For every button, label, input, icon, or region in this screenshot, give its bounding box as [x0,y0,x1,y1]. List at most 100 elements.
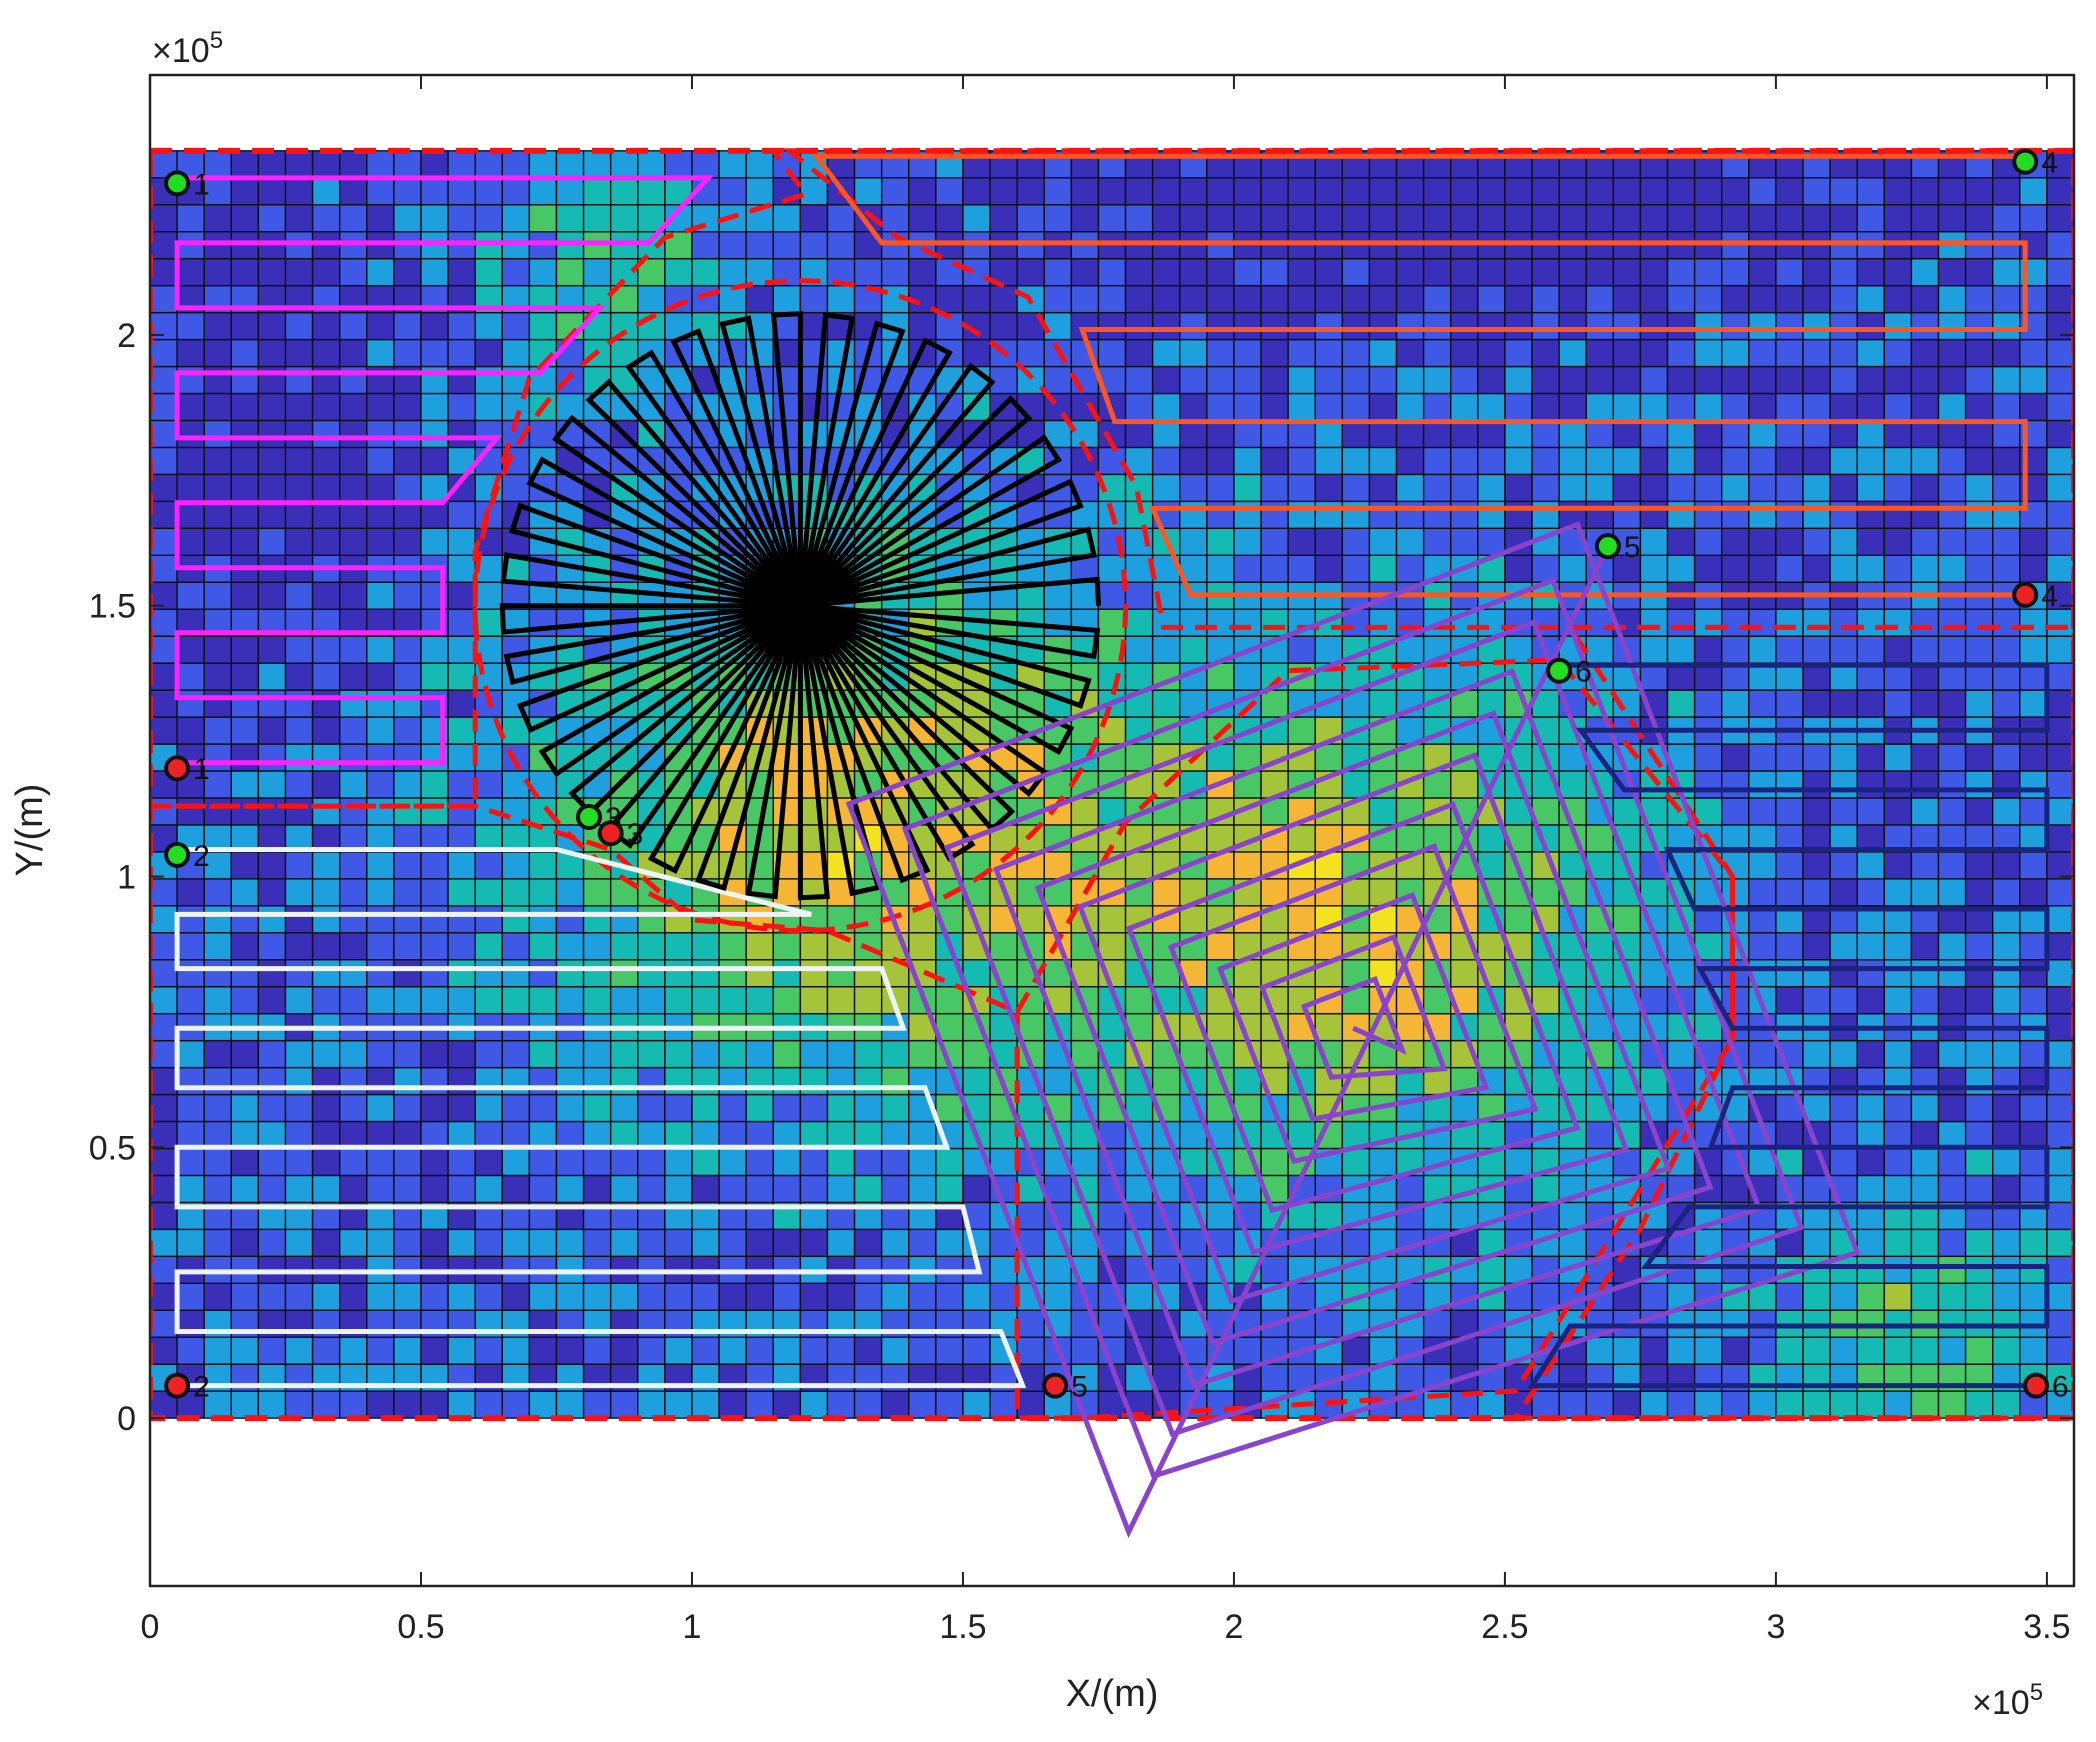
heatmap-cell [853,1336,883,1365]
heatmap-cell [1748,365,1777,395]
heatmap-cell [447,1336,476,1365]
heatmap-cell [718,1147,747,1177]
heatmap-cell [1151,446,1181,476]
heatmap-cell [150,338,178,368]
heatmap-cell [1992,608,2021,637]
heatmap-cell [772,959,802,988]
heatmap-cell [609,1147,639,1177]
heatmap-cell [1287,905,1316,934]
heatmap-cell [1314,743,1344,772]
heatmap-cell [203,797,232,826]
heatmap-cell [447,392,476,422]
x-tick-label: 1 [683,1608,702,1646]
heatmap-cell [1964,257,1994,287]
heatmap-cell [1748,311,1777,341]
heatmap-cell [1721,284,1750,314]
heatmap-cell [1910,473,1940,503]
heatmap-cell [799,985,829,1015]
heatmap-cell [284,1336,314,1365]
heatmap-cell [1937,284,1967,314]
heatmap-cell [1992,177,2021,206]
heatmap-cell [420,1228,449,1258]
x-tick-label: 2 [1224,1608,1243,1646]
heatmap-cell [1910,1039,1940,1069]
heatmap-cell [1260,1255,1289,1284]
heatmap-cell [447,932,476,961]
heatmap-cell [176,716,205,745]
heatmap-cell [393,419,422,449]
heatmap-cell [1477,1336,1506,1365]
heatmap-cell [420,257,449,287]
heatmap-cell [1856,392,1886,422]
heatmap-cell [1937,204,1967,233]
heatmap-cell [1856,1039,1886,1069]
heatmap-cell [745,1066,774,1096]
heatmap-cell [745,1282,774,1311]
heatmap-cell [908,1066,937,1096]
heatmap-cell [474,985,503,1015]
heatmap-cell [1937,635,1967,664]
heatmap-cell [1693,635,1723,664]
heatmap-cell [1964,1039,1994,1069]
heatmap-cell [338,905,368,934]
heatmap-cell [1666,1336,1696,1365]
heatmap-cell [637,1093,666,1123]
heatmap-cell [1666,554,1696,583]
heatmap-cell [1639,608,1669,637]
heatmap-cell [989,204,1018,233]
heatmap-cell [1151,1066,1181,1096]
heatmap-cell [420,500,449,530]
heatmap-cell [1883,527,1913,556]
heatmap-cell [1910,446,1940,476]
heatmap-cell [420,1174,449,1204]
y-tick-label: 2 [117,317,136,355]
heatmap-cell [338,392,368,422]
heatmap-cell [1531,500,1560,530]
heatmap-cell [637,1282,666,1311]
heatmap-cell [1693,284,1723,314]
heatmap-cell [2019,743,2048,772]
heatmap-cell [935,1093,964,1123]
heatmap-cell [1287,365,1316,395]
path-6-boustrophedon [1527,662,2050,1389]
heatmap-cell [1937,1147,1967,1177]
heatmap-cell [474,1390,503,1419]
heatmap-cell [1016,338,1045,368]
heatmap-cell [2046,1012,2074,1042]
heatmap-cell [447,257,476,287]
heatmap-cell [745,1093,774,1123]
heatmap-cell [1124,581,1154,610]
heatmap-cell [1748,527,1777,556]
heatmap-cell [2046,231,2074,260]
heatmap-cell [150,797,178,826]
heatmap-cell [2046,257,2074,287]
heatmap-cell [1992,392,2021,422]
heatmap-cell [420,1282,449,1311]
heatmap-cell [1964,985,1994,1015]
heatmap-cell [1964,689,1994,718]
heatmap-cell [2046,932,2074,961]
heatmap-cell [1992,743,2021,772]
heatmap-cell [2019,1066,2048,1096]
heatmap-cell [1775,959,1804,988]
heatmap-cell [1721,204,1750,233]
heatmap-cell [1558,338,1587,368]
heatmap-cell [1531,392,1560,422]
heatmap-cell [1937,1336,1967,1365]
heatmap-cell [447,554,476,583]
heatmap-cell [908,177,937,206]
y-tick-label: 0 [117,1400,136,1438]
heatmap-cell [1179,1228,1208,1258]
heatmap-cell [2019,1039,2048,1069]
heatmap-cell [555,1174,585,1204]
heatmap-cell [962,338,991,368]
heatmap-cell [1070,1039,1100,1069]
heatmap-cell [1992,1120,2021,1150]
heatmap-cell [176,500,205,530]
heatmap-cell [2046,797,2074,826]
heatmap-cell [1856,1120,1886,1150]
heatmap-cell [1368,554,1398,583]
heatmap-cell [1964,1390,1994,1419]
heatmap-cell [1992,770,2021,799]
heatmap-cell [257,311,287,341]
